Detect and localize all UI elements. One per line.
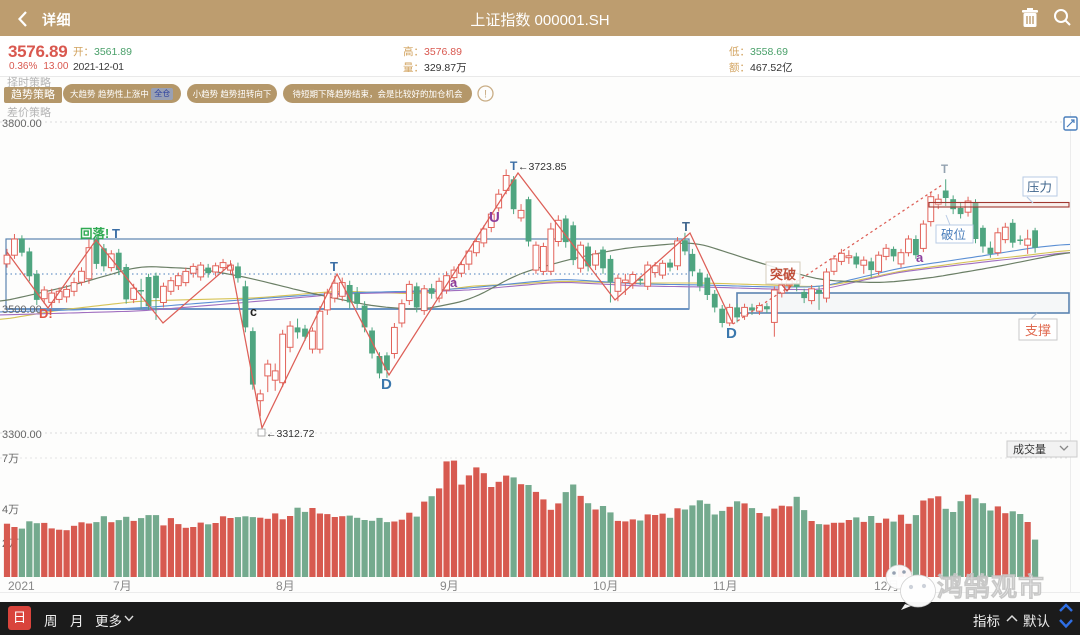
svg-text:突破: 突破 — [770, 267, 796, 282]
svg-text:支撑: 支撑 — [1025, 323, 1051, 338]
svg-text:T: T — [510, 159, 518, 173]
svg-text:12月: 12月 — [874, 579, 899, 593]
svg-text:U: U — [489, 209, 500, 226]
svg-text:压力: 压力 — [1027, 181, 1052, 195]
svg-text:3300.00: 3300.00 — [2, 429, 42, 441]
svg-text:7月: 7月 — [113, 579, 132, 593]
svg-text:←3312.72: ←3312.72 — [266, 428, 315, 440]
svg-text:D: D — [381, 376, 392, 393]
svg-text:破位: 破位 — [941, 227, 966, 242]
svg-text:a: a — [450, 275, 458, 290]
svg-text:9月: 9月 — [440, 579, 459, 593]
svg-text:8月: 8月 — [276, 579, 295, 593]
svg-text:D: D — [726, 325, 737, 342]
svg-text:T: T — [330, 259, 338, 274]
svg-text:10月: 10月 — [593, 579, 618, 593]
svg-text:2021: 2021 — [8, 579, 35, 593]
svg-text:3500.00: 3500.00 — [2, 304, 42, 316]
svg-text:!: ! — [484, 89, 487, 101]
svg-text:4万: 4万 — [2, 504, 19, 516]
svg-text:3800.00: 3800.00 — [2, 118, 42, 130]
svg-text:a: a — [916, 250, 924, 265]
svg-text:T: T — [112, 226, 120, 241]
svg-text:D!: D! — [39, 306, 53, 321]
svg-text:c: c — [250, 305, 257, 319]
svg-text:11月: 11月 — [713, 579, 737, 593]
svg-text:7万: 7万 — [2, 453, 19, 465]
svg-text:成交量: 成交量 — [1013, 442, 1046, 456]
svg-text:←3723.85: ←3723.85 — [518, 161, 567, 173]
svg-text:回落!: 回落! — [80, 226, 109, 241]
svg-text:T: T — [941, 164, 948, 176]
svg-text:T: T — [682, 219, 690, 234]
